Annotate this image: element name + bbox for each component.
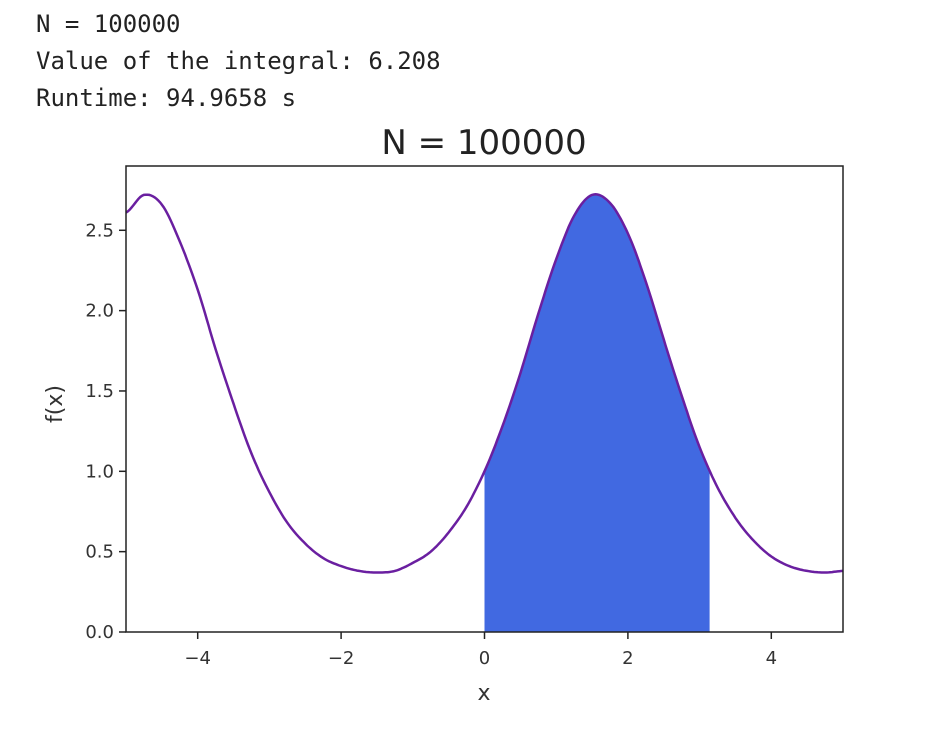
y-tick-label: 0.0 [85,622,114,643]
y-tick-label: 2.0 [85,301,114,322]
y-tick-label: 1.5 [85,381,114,402]
x-tick-label: −2 [328,648,355,669]
console-line-n: N = 100000 [36,10,181,38]
x-tick-label: 2 [622,648,633,669]
x-tick-label: 0 [479,648,490,669]
y-axis-label: f(x) [43,385,68,423]
console-output: N = 100000 Value of the integral: 6.208 … [36,6,441,117]
x-tick-label: 4 [766,648,777,669]
y-tick-label: 2.5 [85,220,114,241]
y-axis: 0.0 0.5 1.0 1.5 2.0 2.5 [85,220,126,643]
y-tick-label: 1.0 [85,461,114,482]
console-line-integral: Value of the integral: 6.208 [36,47,441,75]
integral-area [484,194,710,633]
x-axis-label: x [477,681,490,706]
y-tick-label: 0.5 [85,542,114,563]
plot-area [125,193,844,633]
chart-title: N = 100000 [381,123,586,163]
x-axis: −4 −2 0 2 4 [184,632,777,669]
x-tick-label: −4 [184,648,211,669]
console-line-runtime: Runtime: 94.9658 s [36,84,297,112]
function-curve [125,193,844,574]
